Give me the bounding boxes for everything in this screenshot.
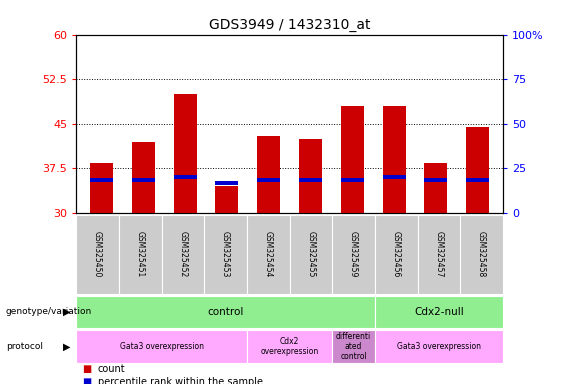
Text: GSM325455: GSM325455 <box>306 231 315 278</box>
Text: GSM325451: GSM325451 <box>136 231 145 278</box>
Text: ▶: ▶ <box>63 307 71 317</box>
Bar <box>466 127 489 213</box>
Bar <box>299 139 322 213</box>
Bar <box>90 162 113 213</box>
Text: ▶: ▶ <box>63 341 71 352</box>
Text: differenti
ated
control: differenti ated control <box>336 332 371 361</box>
Text: Gata3 overexpression: Gata3 overexpression <box>397 342 481 351</box>
Bar <box>173 94 197 213</box>
Text: GSM325458: GSM325458 <box>477 231 486 278</box>
Text: GSM325457: GSM325457 <box>434 231 444 278</box>
Text: GSM325454: GSM325454 <box>264 231 273 278</box>
Bar <box>173 175 197 179</box>
Text: percentile rank within the sample: percentile rank within the sample <box>98 377 263 384</box>
Text: GSM325452: GSM325452 <box>179 231 188 278</box>
Bar <box>424 162 447 213</box>
Bar <box>215 186 238 213</box>
Text: GSM325459: GSM325459 <box>349 231 358 278</box>
Text: ■: ■ <box>82 364 91 374</box>
Bar <box>341 106 364 213</box>
Bar <box>299 178 322 182</box>
Bar <box>132 142 155 213</box>
Text: GSM325456: GSM325456 <box>392 231 401 278</box>
Bar <box>383 175 406 179</box>
Bar <box>257 178 280 182</box>
Bar <box>215 181 238 185</box>
Text: GSM325453: GSM325453 <box>221 231 230 278</box>
Bar <box>466 178 489 182</box>
Text: control: control <box>207 307 244 317</box>
Bar <box>257 136 280 213</box>
Bar <box>424 178 447 182</box>
Text: genotype/variation: genotype/variation <box>6 308 92 316</box>
Bar <box>341 178 364 182</box>
Text: count: count <box>98 364 125 374</box>
Text: Cdx2-null: Cdx2-null <box>414 307 464 317</box>
Bar <box>132 178 155 182</box>
Bar <box>90 178 113 182</box>
Text: Cdx2
overexpression: Cdx2 overexpression <box>260 337 319 356</box>
Text: ■: ■ <box>82 377 91 384</box>
Text: GSM325450: GSM325450 <box>93 231 102 278</box>
Title: GDS3949 / 1432310_at: GDS3949 / 1432310_at <box>209 18 370 32</box>
Text: Gata3 overexpression: Gata3 overexpression <box>120 342 203 351</box>
Text: protocol: protocol <box>6 342 42 351</box>
Bar <box>383 106 406 213</box>
